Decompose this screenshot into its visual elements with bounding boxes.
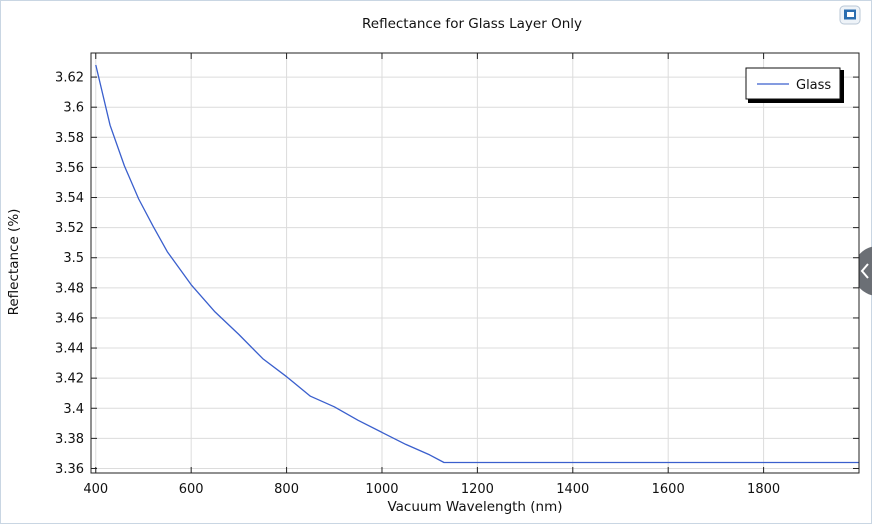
y-tick-label: 3.4 xyxy=(63,402,84,417)
y-tick-label: 3.44 xyxy=(55,342,84,357)
x-tick-label: 1800 xyxy=(747,482,780,497)
y-tick-labels: 3.36 3.38 3.4 3.42 3.44 3.46 3.48 3.5 3.52 3.54 3.… xyxy=(55,71,84,477)
window-restore-icon[interactable] xyxy=(839,5,861,25)
series-line-glass xyxy=(95,64,859,464)
y-tick-label: 3.46 xyxy=(55,311,84,326)
plot-area xyxy=(91,53,859,473)
y-tick-label: 3.38 xyxy=(55,432,84,447)
x-tick-label: 600 xyxy=(179,482,204,497)
x-tick-label: 800 xyxy=(274,482,299,497)
series-layer xyxy=(95,64,859,464)
y-tick-label: 3.36 xyxy=(55,462,84,477)
y-tick-label: 3.42 xyxy=(55,372,84,387)
y-tick-label: 3.52 xyxy=(55,221,84,236)
y-tick-label: 3.5 xyxy=(63,251,84,266)
plot-border xyxy=(90,52,860,474)
legend: Glass xyxy=(745,67,844,103)
chart-title: Reflectance for Glass Layer Only xyxy=(362,16,582,32)
y-axis-label: Reflectance (%) xyxy=(6,209,22,316)
y-tick-label: 3.56 xyxy=(55,161,84,176)
gridlines xyxy=(91,53,859,473)
axis-ticks xyxy=(91,53,859,473)
x-tick-label: 1200 xyxy=(461,482,494,497)
x-axis-label: Vacuum Wavelength (nm) xyxy=(387,499,562,515)
x-tick-label: 1000 xyxy=(365,482,398,497)
x-tick-labels: 400 600 800 1000 1200 1400 1600 1800 xyxy=(83,482,780,497)
x-tick-label: 1600 xyxy=(652,482,685,497)
y-tick-label: 3.62 xyxy=(55,71,84,86)
legend-entry-glass: Glass xyxy=(796,78,831,93)
x-tick-label: 1400 xyxy=(556,482,589,497)
y-tick-label: 3.6 xyxy=(63,101,84,116)
y-tick-label: 3.48 xyxy=(55,281,84,296)
y-tick-label: 3.54 xyxy=(55,191,84,206)
y-tick-label: 3.58 xyxy=(55,131,84,146)
x-tick-label: 400 xyxy=(83,482,108,497)
